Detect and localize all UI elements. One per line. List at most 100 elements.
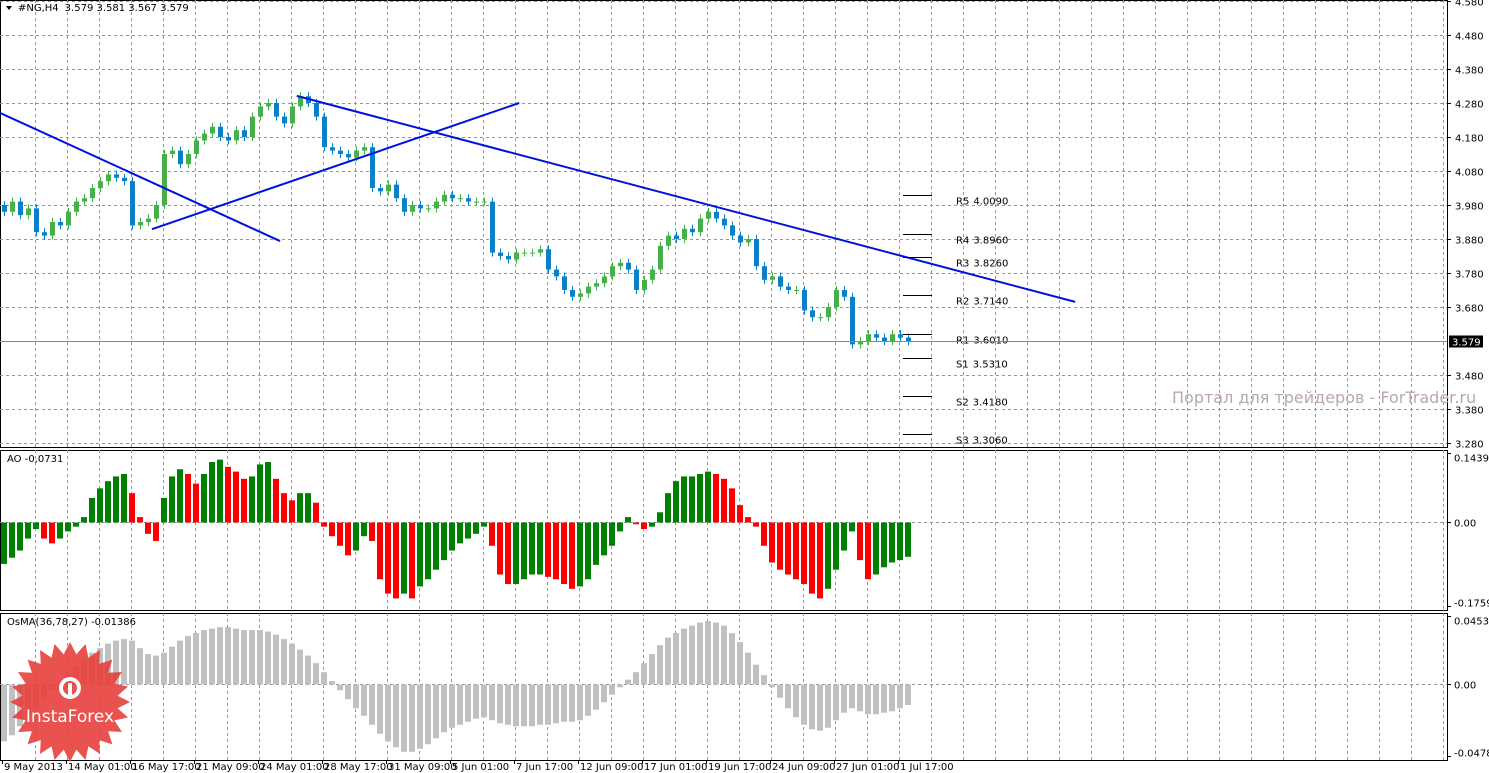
ao-bar [689, 476, 695, 523]
ao-bar [321, 522, 327, 527]
ao-bar [889, 522, 895, 563]
ao-bar [97, 488, 103, 523]
ao-bar [641, 522, 647, 530]
x-tick-label: 19 Jun 17:00 [708, 762, 772, 773]
ao-bar [9, 522, 15, 558]
osma-bar [353, 684, 359, 709]
osma-bar [777, 684, 783, 698]
candle-body [762, 266, 767, 280]
candle-body [170, 150, 175, 154]
candle-body [186, 154, 191, 165]
osma-bar [369, 684, 375, 725]
osma-bar [441, 684, 447, 733]
ao-bar [713, 474, 719, 523]
osma-bar [433, 684, 439, 739]
candle-body [18, 201, 23, 216]
y-tick-label: 3.980 [1455, 202, 1484, 213]
candle-body [98, 181, 103, 188]
candle-body [634, 269, 639, 290]
ohlc-values: 3.579 3.581 3.567 3.579 [65, 3, 189, 14]
candle-body [714, 211, 719, 219]
ao-bar [353, 522, 359, 551]
candle-body [402, 198, 407, 212]
pivot-name: S1 [956, 360, 969, 371]
osma-bar [769, 684, 775, 688]
ao-bar [193, 483, 199, 523]
pivot-name: R2 [956, 297, 969, 308]
osma-bar [753, 664, 759, 685]
candle-body [666, 235, 671, 246]
candle-body [194, 140, 199, 154]
candle-body [626, 262, 631, 270]
candle-body [178, 150, 183, 165]
candle-body [578, 293, 583, 297]
candle-body [2, 205, 7, 212]
osma-bar [601, 684, 607, 703]
ao-bar [809, 522, 815, 594]
candle-body [850, 296, 855, 345]
osma-bar [457, 684, 463, 725]
ao-bar [481, 522, 487, 527]
osma-bar [785, 684, 791, 709]
candle-body [210, 126, 215, 134]
osma-bar [257, 630, 263, 685]
osma-bar [345, 684, 351, 700]
ao-bar [425, 522, 431, 580]
osma-bar [297, 649, 303, 685]
osma-bar [577, 684, 583, 721]
candle-body [442, 194, 447, 202]
x-tick-label: 16 May 17:00 [132, 762, 201, 773]
ao-bar [65, 522, 71, 532]
candle-body [810, 310, 815, 318]
osma-bar [889, 684, 895, 712]
candle-body [154, 205, 159, 219]
candle-body [866, 334, 871, 341]
ao-bar [449, 522, 455, 551]
osma-bar [609, 684, 615, 695]
candle-body [546, 249, 551, 270]
osma-bar [425, 684, 431, 745]
candle-body [90, 188, 95, 199]
pivot-value: 4.0090 [973, 197, 1008, 208]
ao-bar [465, 522, 471, 539]
candle-body [730, 225, 735, 236]
osma-bar [689, 625, 695, 685]
osma-bar [385, 684, 391, 742]
candle-body [834, 290, 839, 307]
ao-bar [377, 522, 383, 580]
osma-bar [713, 622, 719, 685]
y-tick-label: 3.680 [1455, 304, 1484, 315]
ao-bar [673, 481, 679, 523]
ao-bar [105, 481, 111, 523]
candle-body [610, 266, 615, 277]
x-tick-label: 24 Jun 09:00 [772, 762, 836, 773]
osma-bar [377, 684, 383, 734]
candle-body [290, 106, 295, 124]
osma-bar [865, 684, 871, 715]
ao-bar [705, 471, 711, 523]
ao-bar [409, 522, 415, 599]
ao-bar [201, 474, 207, 523]
candle-body [858, 341, 863, 345]
candle-body [466, 198, 471, 202]
watermark-text: Портал для трейдеров - ForTrader.ru [1172, 388, 1476, 407]
ao-bar [817, 522, 823, 599]
osma-bar [321, 672, 327, 685]
ao-bar [73, 522, 79, 527]
candle-body [570, 290, 575, 297]
osma-bar [305, 655, 311, 685]
pivot-value: 3.5310 [973, 360, 1008, 371]
candle-body [882, 337, 887, 341]
ao-bar [81, 517, 87, 523]
candle-body [106, 174, 111, 182]
osma-bar [849, 684, 855, 709]
candle-body [314, 103, 319, 117]
ao-y-label: 0.00 [1454, 519, 1476, 530]
osma-bar [545, 684, 551, 725]
candle-body [146, 218, 151, 222]
ao-bar [865, 522, 871, 580]
ao-bar [361, 522, 367, 537]
logo-gear-stem [68, 683, 72, 699]
candle-body [674, 235, 679, 239]
